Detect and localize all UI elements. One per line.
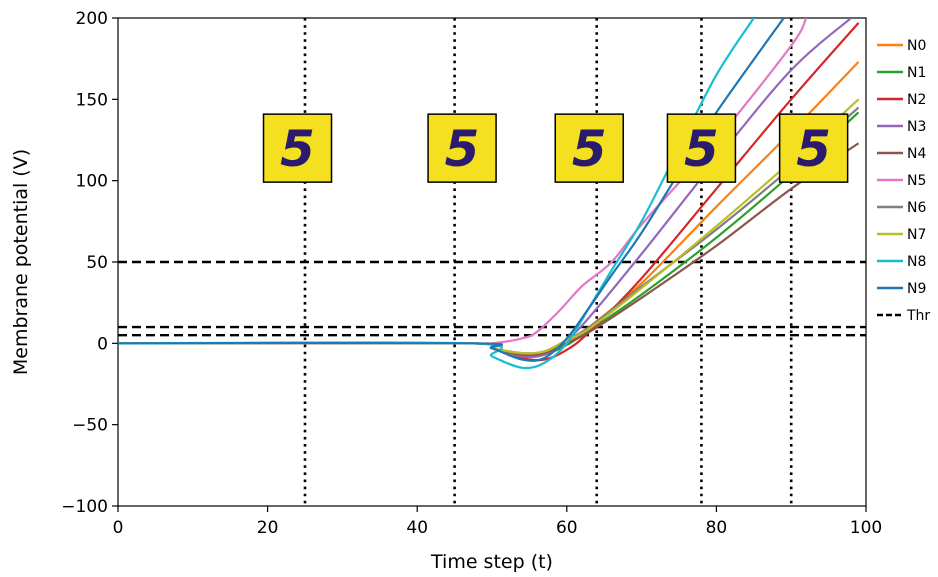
- series-lines: [118, 18, 860, 370]
- legend-label-n5: N5: [907, 173, 926, 189]
- plot-area: 5 5 5 5 5: [117, 17, 867, 507]
- y-tick-label: 0: [97, 334, 108, 354]
- legend-label-n4: N4: [907, 146, 926, 162]
- y-tick-label: 150: [76, 90, 108, 110]
- digit-image: 5: [427, 113, 497, 183]
- y-tick-label: 200: [76, 9, 108, 29]
- series-line-n2: [118, 22, 860, 362]
- legend-label-n1: N1: [907, 65, 926, 81]
- legend-label-thr: Thr: [906, 308, 930, 324]
- digit-image-glyph: 5: [445, 120, 480, 178]
- legend-label-n9: N9: [907, 281, 926, 297]
- legend-label-n2: N2: [907, 92, 926, 108]
- digit-image-glyph: 5: [684, 120, 719, 178]
- digit-image-glyph: 5: [572, 120, 607, 178]
- digit-image-frame: [666, 113, 737, 183]
- y-tick-label: 100: [76, 172, 108, 192]
- threshold-lines: [118, 260, 866, 337]
- y-axis-label: Membrane potential (V): [10, 149, 32, 375]
- digit-image: 5: [262, 113, 333, 183]
- legend-label-n6: N6: [907, 200, 926, 216]
- series-line-n3: [118, 18, 852, 359]
- digit-image-frame: [427, 113, 497, 183]
- x-tick-label: 20: [257, 518, 279, 538]
- digit-image-glyph: 5: [280, 120, 315, 178]
- legend-label-n0: N0: [907, 38, 926, 54]
- digit-image-glyph: 5: [796, 120, 831, 178]
- digit-image: 5: [666, 113, 737, 183]
- legend-label-n7: N7: [907, 227, 926, 243]
- x-axis-label: Time step (t): [430, 551, 553, 573]
- y-axis-ticks: −100 −50 0 50 100 150 200: [61, 9, 118, 517]
- series-line-n8: [118, 18, 755, 370]
- x-tick-label: 60: [556, 518, 578, 538]
- series-line-n0: [118, 61, 860, 357]
- x-axis-ticks: 0 20 40 60 80 100: [113, 506, 882, 538]
- legend-label-n3: N3: [907, 119, 926, 135]
- y-tick-label: −100: [61, 497, 108, 517]
- digit-images: 5 5 5 5 5: [262, 113, 849, 183]
- digit-image: 5: [778, 113, 849, 183]
- x-tick-label: 80: [706, 518, 728, 538]
- legend: N0 N1 N2 N3 N4 N5 N6 N7 N8 N9 Thr: [877, 38, 930, 324]
- legend-label-n8: N8: [907, 254, 926, 270]
- time-marker-lines: [303, 18, 793, 506]
- digit-image-frame: [554, 113, 624, 183]
- x-tick-label: 40: [406, 518, 428, 538]
- x-tick-label: 0: [113, 518, 124, 538]
- y-tick-label: 50: [86, 253, 108, 273]
- series-line-n9: [118, 18, 785, 362]
- digit-image: 5: [554, 113, 624, 183]
- x-tick-label: 100: [850, 518, 882, 538]
- digit-image-frame: [262, 113, 333, 183]
- digit-image-frame: [778, 113, 849, 183]
- y-tick-label: −50: [72, 416, 108, 436]
